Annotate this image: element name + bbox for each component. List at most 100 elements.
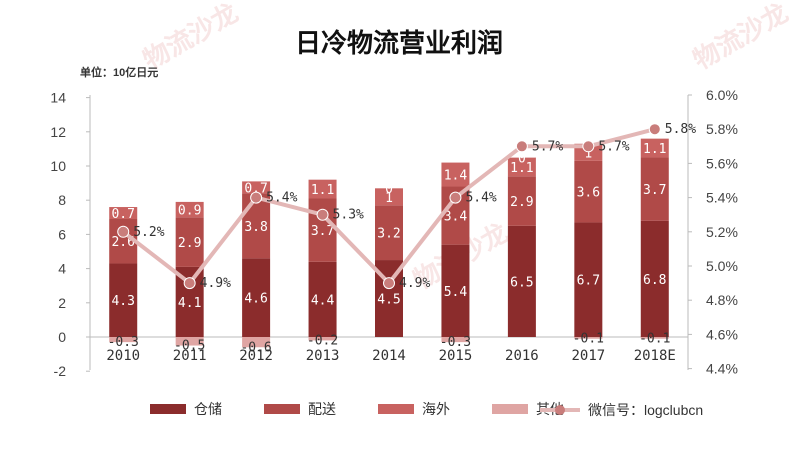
bar-value-label: 0.9	[178, 204, 201, 219]
bar-其他-2011	[175, 337, 204, 346]
bar-value-label: 1.1	[643, 142, 666, 157]
bar-仓储-2013	[308, 261, 337, 337]
bar-value-label: 3.7	[311, 224, 334, 239]
legend-swatch-海外	[378, 404, 414, 414]
line-point-2018E	[648, 123, 661, 136]
y-right-tick-label: 5.0%	[706, 258, 738, 274]
y-left-tick-label: 0	[58, 329, 66, 345]
bar-value-label: 6.8	[643, 273, 666, 288]
line-point-2017	[582, 140, 595, 153]
bar-value-label: -0.3	[440, 335, 471, 350]
x-tick-label: 2016	[505, 348, 539, 364]
bar-海外-2016	[507, 157, 536, 177]
legend-overlay-text: 微信号：logclubcn	[588, 402, 703, 418]
bar-value-label: 4.1	[178, 296, 201, 311]
bar-value-label: 2.6	[111, 235, 134, 250]
bar-海外-2014	[375, 188, 403, 206]
bar-配送-2016	[507, 176, 536, 226]
y-right-tick-label: 5.6%	[706, 155, 738, 171]
bar-value-label: 1	[385, 191, 393, 206]
bar-value-label: 2.9	[178, 236, 201, 251]
y-left-tick-label: 4	[58, 261, 66, 277]
legend-line-dot	[555, 405, 565, 415]
bar-海外-2015	[441, 162, 470, 187]
chart-title: 日冷物流营业利润	[295, 28, 503, 59]
legend-label-海外: 海外	[422, 401, 450, 417]
bar-配送-2014	[375, 205, 403, 261]
bar-仓储-2016	[507, 225, 536, 337]
x-tick-label: 2012	[239, 348, 273, 364]
bar-value-label: -0.2	[307, 333, 338, 348]
bar-value-label: 4.6	[244, 292, 267, 307]
y-right-tick-label: 5.4%	[706, 190, 738, 206]
bar-value-label: 1.4	[444, 169, 468, 184]
x-tick-label: 2018E	[634, 348, 676, 364]
line-point-2014	[383, 277, 395, 290]
bar-value-label: 3.6	[577, 186, 600, 201]
bar-其他-2018E	[640, 337, 669, 339]
legend-swatch-仓储	[150, 404, 186, 414]
legend-swatch-配送	[264, 404, 300, 414]
bar-海外-2018E	[640, 138, 669, 158]
bar-value-label: 3.7	[643, 183, 666, 198]
y-right-tick-label: 4.8%	[706, 292, 738, 308]
line-point-2010	[117, 225, 130, 238]
bar-value-label: -0.3	[108, 335, 139, 350]
line-value-label: 4.9%	[200, 276, 231, 291]
bar-value-label: 6.7	[577, 274, 600, 289]
unit-label: 单位：10亿日元	[80, 65, 158, 79]
bar-海外-2010	[109, 207, 138, 220]
bar-value-label: 3.4	[444, 210, 468, 225]
bar-value-label: 0.7	[244, 181, 267, 196]
bar-其他-2014	[375, 188, 403, 189]
line-point-2011	[183, 277, 196, 290]
bar-其他-2017	[574, 337, 603, 339]
bar-其他-2013	[308, 337, 337, 341]
bar-仓储-2015	[441, 244, 470, 337]
x-tick-label: 2017	[571, 348, 605, 364]
line-value-label: 5.4%	[266, 191, 297, 206]
y-left-tick-label: 2	[58, 295, 66, 311]
legend-label-仓储: 仓储	[194, 401, 222, 417]
bar-其他-2010	[109, 337, 138, 343]
bar-value-label: 1.1	[311, 183, 334, 198]
legend-swatch-其他	[492, 404, 528, 414]
line-point-2015	[449, 191, 462, 204]
y-left-tick-label: 8	[58, 192, 66, 208]
line-value-label: 5.7%	[532, 139, 563, 154]
y-left-tick-label: 10	[50, 158, 66, 174]
bar-value-label: -0.1	[573, 332, 604, 347]
watermark-text: 物流沙龙	[138, 0, 243, 75]
y-right-tick-label: 5.2%	[706, 224, 738, 240]
bar-value-label: 2.9	[510, 195, 533, 210]
y-right-tick-label: 5.8%	[706, 121, 738, 137]
bar-value-label: 0.7	[111, 207, 134, 222]
bar-value-label: 4.5	[377, 293, 400, 308]
x-tick-label: 2014	[372, 348, 406, 364]
line-value-label: 5.7%	[598, 139, 629, 154]
x-tick-label: 2015	[439, 348, 473, 364]
bar-value-label: 1	[584, 146, 592, 161]
line-point-2012	[250, 191, 263, 204]
bar-value-label: -0.6	[240, 340, 271, 355]
bar-其他-2012	[242, 337, 271, 348]
bar-value-label: 0	[518, 151, 526, 166]
legend-label-配送: 配送	[308, 401, 336, 417]
bar-仓储-2010	[109, 263, 138, 337]
bar-value-label: 4.4	[311, 293, 335, 308]
bar-value-label: 1.1	[510, 161, 533, 176]
line-point-2016	[515, 140, 528, 153]
y-left-tick-label: -2	[54, 363, 67, 379]
bar-value-label: 3.2	[377, 227, 400, 242]
bar-value-label: 3.8	[244, 220, 267, 235]
y-left-tick-label: 6	[58, 226, 66, 242]
x-tick-label: 2013	[306, 348, 340, 364]
bar-仓储-2012	[242, 258, 271, 337]
y-left-tick-label: 12	[50, 124, 66, 140]
y-left-tick-label: 14	[50, 90, 66, 106]
y-right-tick-label: 4.4%	[706, 361, 738, 377]
bar-其他-2015	[441, 337, 470, 343]
x-tick-label: 2010	[106, 348, 140, 364]
line-value-label: 5.2%	[133, 225, 164, 240]
